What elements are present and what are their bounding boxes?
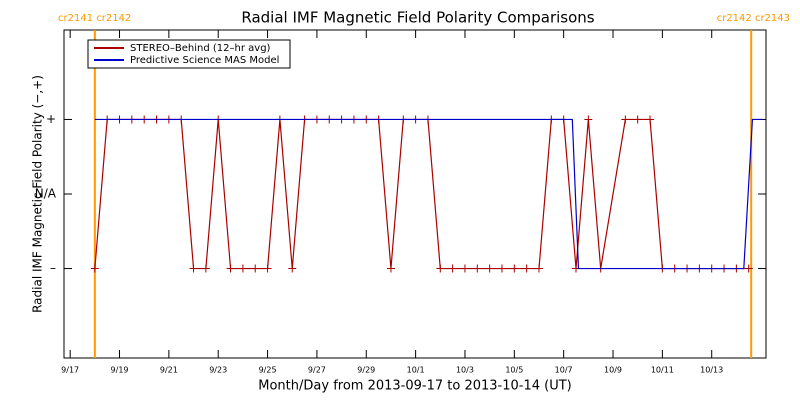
- y-axis-label: Radial IMF Magnetic Field Polarity (−,+): [31, 75, 45, 313]
- x-tick-label: 9/23: [209, 366, 227, 375]
- data-marker: [460, 264, 469, 273]
- data-marker: [90, 264, 99, 273]
- data-marker: [485, 264, 494, 273]
- data-marker: [497, 264, 506, 273]
- x-tick-label: 10/13: [700, 366, 723, 375]
- data-marker: [633, 115, 642, 124]
- legend-label: Predictive Science MAS Model: [130, 55, 279, 66]
- data-marker: [251, 264, 260, 273]
- data-marker: [510, 264, 519, 273]
- data-marker: [201, 264, 210, 273]
- plot-frame: [63, 29, 767, 359]
- legend-box: [87, 39, 291, 69]
- data-marker: [189, 264, 198, 273]
- data-marker: [386, 264, 395, 273]
- y-tick-label: –: [50, 261, 56, 275]
- x-tick-label: 10/11: [651, 366, 674, 375]
- x-tick-label: 10/7: [555, 366, 573, 375]
- y-tick-label: +: [46, 112, 56, 126]
- x-tick-label: 9/21: [160, 366, 178, 375]
- x-tick-label: 9/25: [259, 366, 277, 375]
- boundary-label: cr2142 cr2143: [717, 13, 790, 24]
- boundary-label: cr2141 cr2142: [58, 13, 131, 24]
- data-marker: [744, 264, 753, 273]
- data-marker: [522, 264, 531, 273]
- data-marker: [448, 264, 457, 273]
- data-marker: [288, 264, 297, 273]
- x-axis-label: Month/Day from 2013-09-17 to 2013-10-14 …: [258, 379, 571, 394]
- x-tick-label: 10/5: [505, 366, 523, 375]
- legend-label: STEREO–Behind (12–hr avg): [130, 43, 271, 54]
- y-tick-label: N/A: [35, 187, 57, 201]
- x-tick-label: 9/27: [308, 366, 326, 375]
- data-marker: [473, 264, 482, 273]
- series-line: [94, 118, 749, 270]
- x-tick-label: 10/3: [456, 366, 474, 375]
- data-marker: [534, 264, 543, 273]
- x-tick-label: 9/19: [111, 366, 129, 375]
- data-marker: [436, 264, 445, 273]
- x-tick-label: 9/17: [61, 366, 79, 375]
- chart-title: Radial IMF Magnetic Field Polarity Compa…: [241, 9, 594, 27]
- data-marker: [263, 264, 272, 273]
- data-marker: [238, 264, 247, 273]
- x-tick-label: 10/9: [604, 366, 622, 375]
- data-marker: [584, 115, 593, 124]
- series-line: [94, 118, 763, 270]
- x-tick-label: 10/1: [407, 366, 425, 375]
- data-marker: [646, 115, 655, 124]
- data-marker: [226, 264, 235, 273]
- data-marker: [621, 115, 630, 124]
- x-tick-label: 9/29: [357, 366, 375, 375]
